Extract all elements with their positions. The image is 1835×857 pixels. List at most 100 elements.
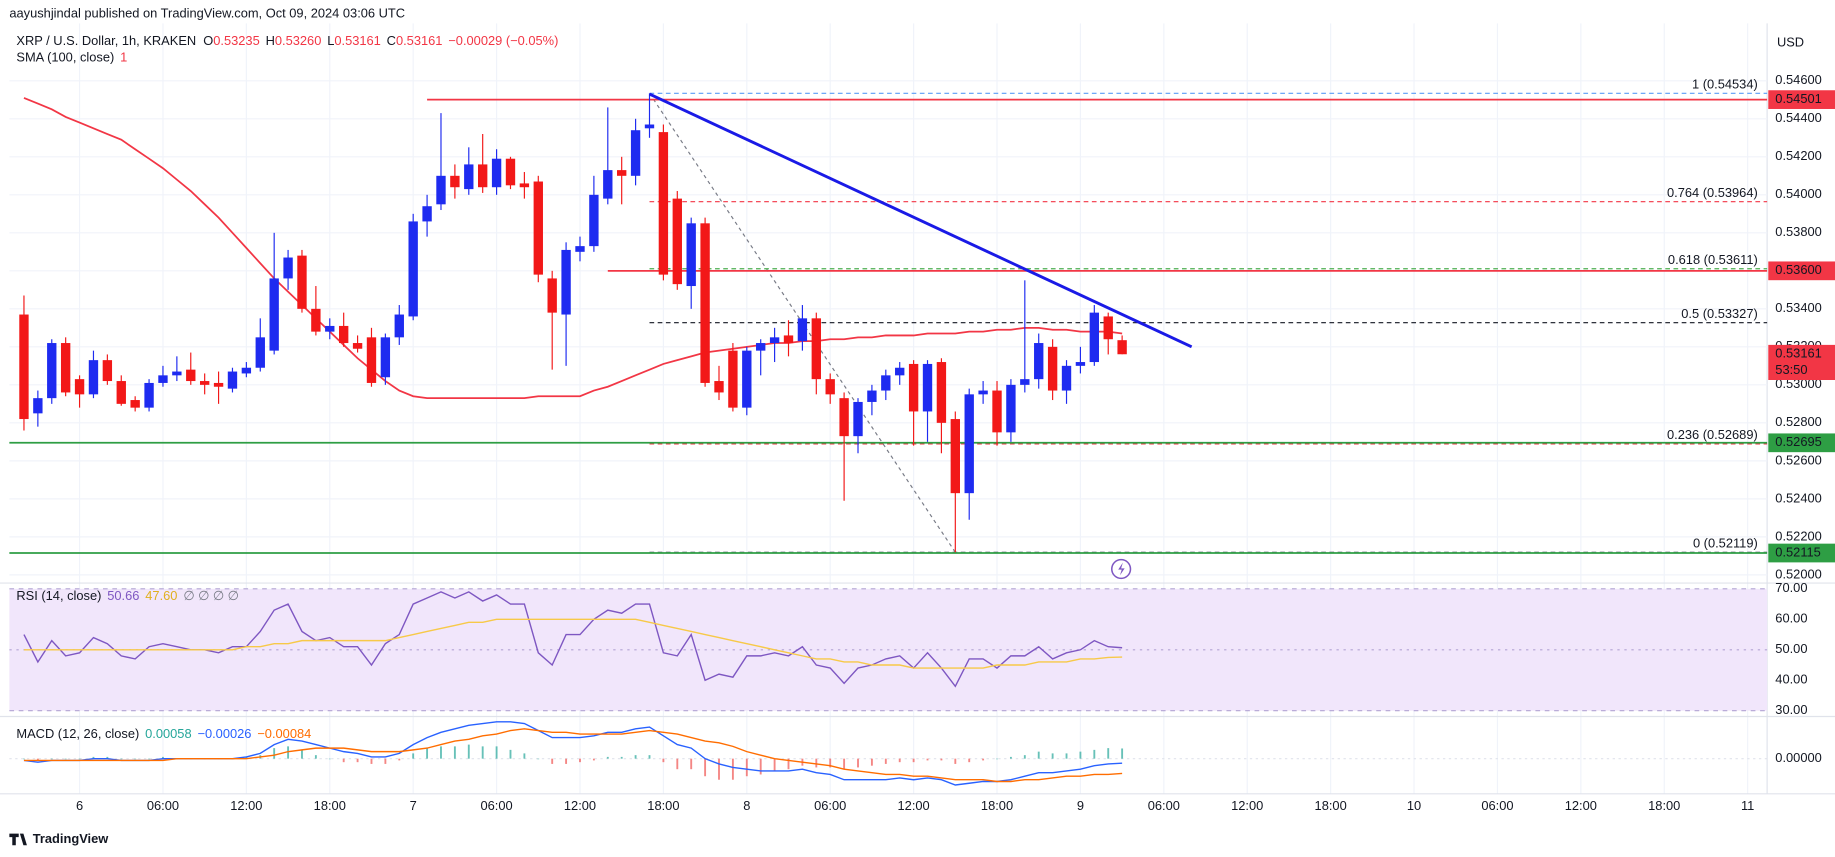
macd-histogram-bar bbox=[787, 758, 790, 770]
candle-body bbox=[338, 325, 349, 344]
macd-histogram-bar bbox=[314, 755, 317, 759]
macd-histogram-bar bbox=[23, 758, 25, 760]
x-tick-label: 06:00 bbox=[480, 798, 512, 813]
candle-body bbox=[505, 158, 516, 186]
ohlc-value: 0.53260 bbox=[275, 34, 321, 49]
candle-body bbox=[60, 343, 71, 393]
candle-body bbox=[297, 255, 307, 309]
candle-body bbox=[1117, 340, 1127, 355]
macd-histogram-bar bbox=[78, 758, 81, 760]
candle-body bbox=[422, 206, 432, 222]
candle-body bbox=[394, 314, 404, 338]
candle-body bbox=[617, 170, 627, 176]
macd-value: −0.00026 bbox=[197, 727, 251, 742]
sma-legend: SMA (100, close) 1 bbox=[16, 50, 127, 65]
candle-body bbox=[728, 350, 738, 408]
macd-histogram-bar bbox=[996, 758, 998, 760]
fib-label: 1 (0.54534) bbox=[1692, 77, 1758, 92]
change: −0.00029 (−0.05%) bbox=[448, 34, 558, 49]
sma-label: SMA (100, close) bbox=[16, 50, 114, 65]
macd-histogram-bar bbox=[745, 758, 748, 777]
candle-body bbox=[714, 381, 724, 393]
level-tag bbox=[1768, 543, 1835, 563]
candle-body bbox=[450, 175, 460, 188]
candle-body bbox=[116, 381, 126, 404]
x-tick-label: 8 bbox=[743, 798, 750, 813]
candle-body bbox=[491, 158, 502, 188]
macd-histogram-bar bbox=[481, 746, 484, 759]
candle-body bbox=[436, 175, 446, 205]
candle-body bbox=[839, 398, 849, 437]
macd-histogram-bar bbox=[579, 758, 581, 763]
y-tick-label: 0.52000 bbox=[1775, 566, 1821, 581]
fib-label: 0.764 (0.53964) bbox=[1667, 185, 1758, 200]
macd-histogram-bar bbox=[857, 758, 859, 768]
candle-body bbox=[811, 318, 821, 380]
y-tick-label: 50.00 bbox=[1775, 641, 1807, 656]
symbol: XRP / U.S. Dollar, 1h, KRAKEN bbox=[16, 34, 196, 49]
ohlc-value: 0.53161 bbox=[334, 34, 380, 49]
candle-body bbox=[144, 382, 154, 408]
candle-body bbox=[186, 369, 196, 382]
candle-body bbox=[603, 170, 613, 199]
rsi-legend: RSI (14, close) 50.66 47.60 ∅ ∅ ∅ ∅ bbox=[16, 588, 238, 603]
x-tick-label: 12:00 bbox=[898, 798, 930, 813]
macd-histogram-bar bbox=[676, 758, 679, 770]
macd-histogram-bar bbox=[565, 758, 568, 764]
macd-histogram-bar bbox=[162, 756, 164, 759]
macd-histogram-bar bbox=[843, 758, 846, 770]
x-tick-label: 12:00 bbox=[1565, 798, 1597, 813]
ohlc-key: L bbox=[327, 34, 334, 49]
candle-body bbox=[255, 337, 265, 368]
macd-histogram-bar bbox=[440, 746, 442, 759]
candle-body bbox=[769, 337, 780, 344]
candle-body bbox=[936, 362, 947, 423]
y-tick-label: 0.52400 bbox=[1775, 490, 1821, 505]
candle-body bbox=[1089, 312, 1100, 363]
macd-histogram-bar bbox=[1009, 756, 1012, 759]
lightning-icon[interactable] bbox=[1111, 558, 1132, 580]
macd-histogram-bar bbox=[815, 758, 818, 768]
candle-body bbox=[895, 367, 905, 376]
macd-histogram-bar bbox=[342, 758, 345, 763]
macd-histogram-bar bbox=[718, 758, 720, 780]
candle-body bbox=[686, 223, 696, 287]
y-tick-label: 0.00000 bbox=[1775, 750, 1821, 765]
y-tick-label: 40.00 bbox=[1775, 672, 1807, 687]
candle-body bbox=[172, 371, 182, 376]
macd-histogram-bar bbox=[982, 758, 985, 761]
macd-histogram-bar bbox=[106, 756, 109, 759]
macd-histogram-bar bbox=[134, 758, 137, 760]
rsi-value: 50.66 bbox=[107, 588, 139, 603]
candle-body bbox=[478, 164, 488, 188]
candle-body bbox=[408, 221, 418, 317]
macd-line bbox=[23, 728, 1123, 783]
macd-histogram-bar bbox=[592, 758, 595, 761]
ohlc-value: 0.53161 bbox=[396, 34, 442, 49]
candle-body bbox=[158, 375, 168, 383]
last-price-label: 0.53161 bbox=[1775, 346, 1821, 361]
macd-histogram-bar bbox=[912, 758, 915, 763]
candle-body bbox=[1020, 379, 1030, 385]
candle-body bbox=[19, 314, 29, 420]
macd-hist-value: 0.00058 bbox=[145, 727, 191, 742]
macd-histogram-bar bbox=[287, 746, 290, 759]
level-tag-label: 0.54501 bbox=[1775, 91, 1821, 106]
candle-body bbox=[797, 318, 808, 342]
macd-histogram-bar bbox=[690, 758, 693, 770]
y-tick-label: 0.53400 bbox=[1775, 300, 1821, 315]
x-tick-label: 18:00 bbox=[314, 798, 346, 813]
y-tick-label: 70.00 bbox=[1775, 580, 1807, 595]
rsi-extras: ∅ ∅ ∅ ∅ bbox=[183, 588, 239, 603]
y-tick-label: 0.52800 bbox=[1775, 414, 1821, 429]
currency[interactable]: USD bbox=[1777, 35, 1804, 50]
macd-histogram-bar bbox=[634, 755, 637, 759]
x-tick-label: 06:00 bbox=[147, 798, 179, 813]
y-tick-label: 0.53800 bbox=[1775, 224, 1821, 239]
candle-body bbox=[672, 198, 682, 285]
candle-body bbox=[47, 343, 57, 399]
candle-body bbox=[311, 308, 321, 332]
